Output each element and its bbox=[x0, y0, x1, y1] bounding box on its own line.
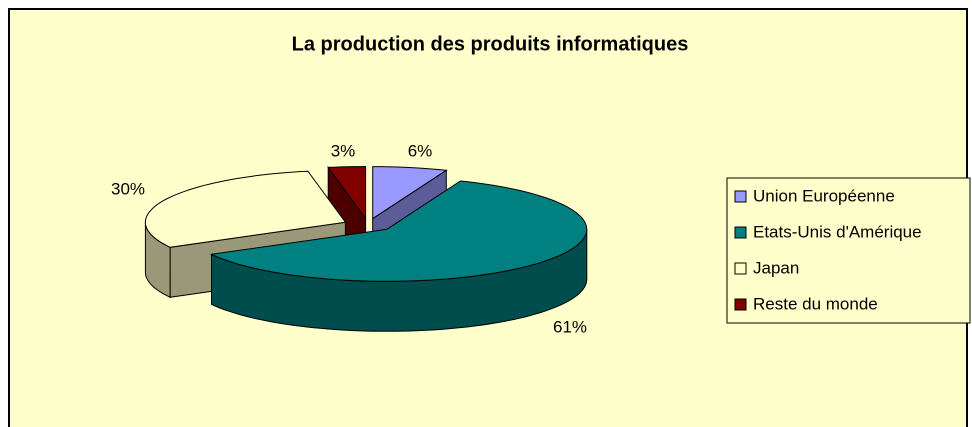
legend-swatch bbox=[734, 298, 747, 311]
slice bbox=[209, 180, 588, 282]
legend-label: Japan bbox=[753, 258, 799, 277]
slice bbox=[144, 170, 347, 248]
chart-title: La production des produits informatiques bbox=[292, 33, 689, 55]
legend bbox=[726, 177, 971, 324]
slice bbox=[327, 165, 367, 221]
legend-label: Reste du monde bbox=[753, 294, 878, 313]
data-label: 6% bbox=[408, 141, 433, 160]
slice bbox=[372, 166, 448, 220]
legend-swatch bbox=[734, 190, 747, 203]
data-label: 61% bbox=[553, 317, 587, 336]
data-label: 30% bbox=[111, 179, 145, 198]
legend-swatch bbox=[734, 226, 747, 239]
data-label: 3% bbox=[331, 141, 356, 160]
legend-label: Union Européenne bbox=[753, 186, 895, 205]
legend-label: Etats-Unis d'Amérique bbox=[753, 222, 922, 241]
legend-swatch bbox=[734, 262, 747, 275]
